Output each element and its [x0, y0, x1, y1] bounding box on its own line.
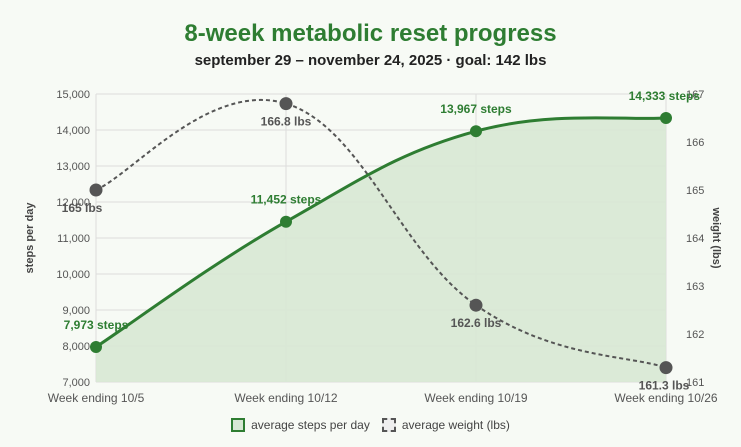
- legend-label-weight: average weight (lbs): [401, 418, 510, 432]
- x-tick-label: Week ending 10/19: [424, 391, 528, 405]
- x-tick-label: Week ending 10/12: [234, 391, 338, 405]
- y-axis-title-right: weight (lbs): [710, 206, 722, 268]
- legend-swatch-steps: [231, 418, 246, 432]
- x-tick-label: Week ending 10/5: [48, 391, 145, 405]
- x-tick-label: Week ending 10/26: [614, 391, 718, 405]
- steps-point: [470, 125, 482, 138]
- chart-title: 8-week metabolic reset progress: [184, 20, 557, 47]
- steps-data-label: 13,967 steps: [440, 102, 512, 116]
- y-tick-label-right: 166: [686, 137, 704, 149]
- y-tick-label-right: 164: [686, 233, 704, 245]
- weight-point: [89, 183, 103, 197]
- y-tick-label-left: 7,000: [62, 377, 90, 389]
- y-tick-label-left: 10,000: [56, 269, 90, 281]
- steps-data-label: 14,333 steps: [629, 89, 701, 103]
- legend-item-steps[interactable]: average steps per day: [231, 418, 370, 432]
- y-tick-label-left: 15,000: [56, 89, 90, 101]
- y-tick-label-left: 8,000: [62, 341, 90, 353]
- y-tick-label-right: 167: [686, 89, 704, 101]
- y-tick-label-left: 14,000: [56, 125, 90, 137]
- y-tick-label-left: 12,000: [56, 197, 90, 209]
- steps-point: [280, 215, 292, 228]
- y-tick-label-left: 9,000: [62, 305, 90, 317]
- weight-point: [659, 361, 673, 375]
- y-tick-label-right: 165: [686, 185, 704, 197]
- legend: average steps per day average weight (lb…: [0, 418, 741, 432]
- y-tick-label-left: 13,000: [56, 161, 90, 173]
- y-tick-label-right: 163: [686, 281, 704, 293]
- weight-data-label: 165 lbs: [62, 201, 103, 215]
- y-tick-label-right: 162: [686, 329, 704, 341]
- y-tick-label-left: 11,000: [57, 233, 90, 245]
- steps-area: [96, 117, 666, 382]
- weight-point: [279, 97, 293, 111]
- legend-item-weight[interactable]: average weight (lbs): [381, 418, 510, 432]
- steps-point: [90, 340, 102, 353]
- steps-data-label: 7,973 steps: [64, 318, 129, 332]
- y-tick-label-right: 161: [686, 377, 704, 389]
- legend-swatch-weight: [381, 418, 396, 432]
- weight-data-label: 161.3 lbs: [639, 379, 690, 393]
- legend-label-steps: average steps per day: [251, 418, 370, 432]
- weight-data-label: 166.8 lbs: [261, 115, 312, 129]
- chart-subtitle: september 29 – november 24, 2025 · goal:…: [194, 52, 547, 69]
- steps-point: [660, 112, 672, 125]
- steps-line: [95, 116, 667, 349]
- steps-data-label: 11,452 steps: [251, 193, 322, 207]
- weight-data-label: 162.6 lbs: [451, 316, 502, 330]
- weight-point: [469, 298, 483, 312]
- y-axis-title-left: steps per day: [24, 202, 36, 274]
